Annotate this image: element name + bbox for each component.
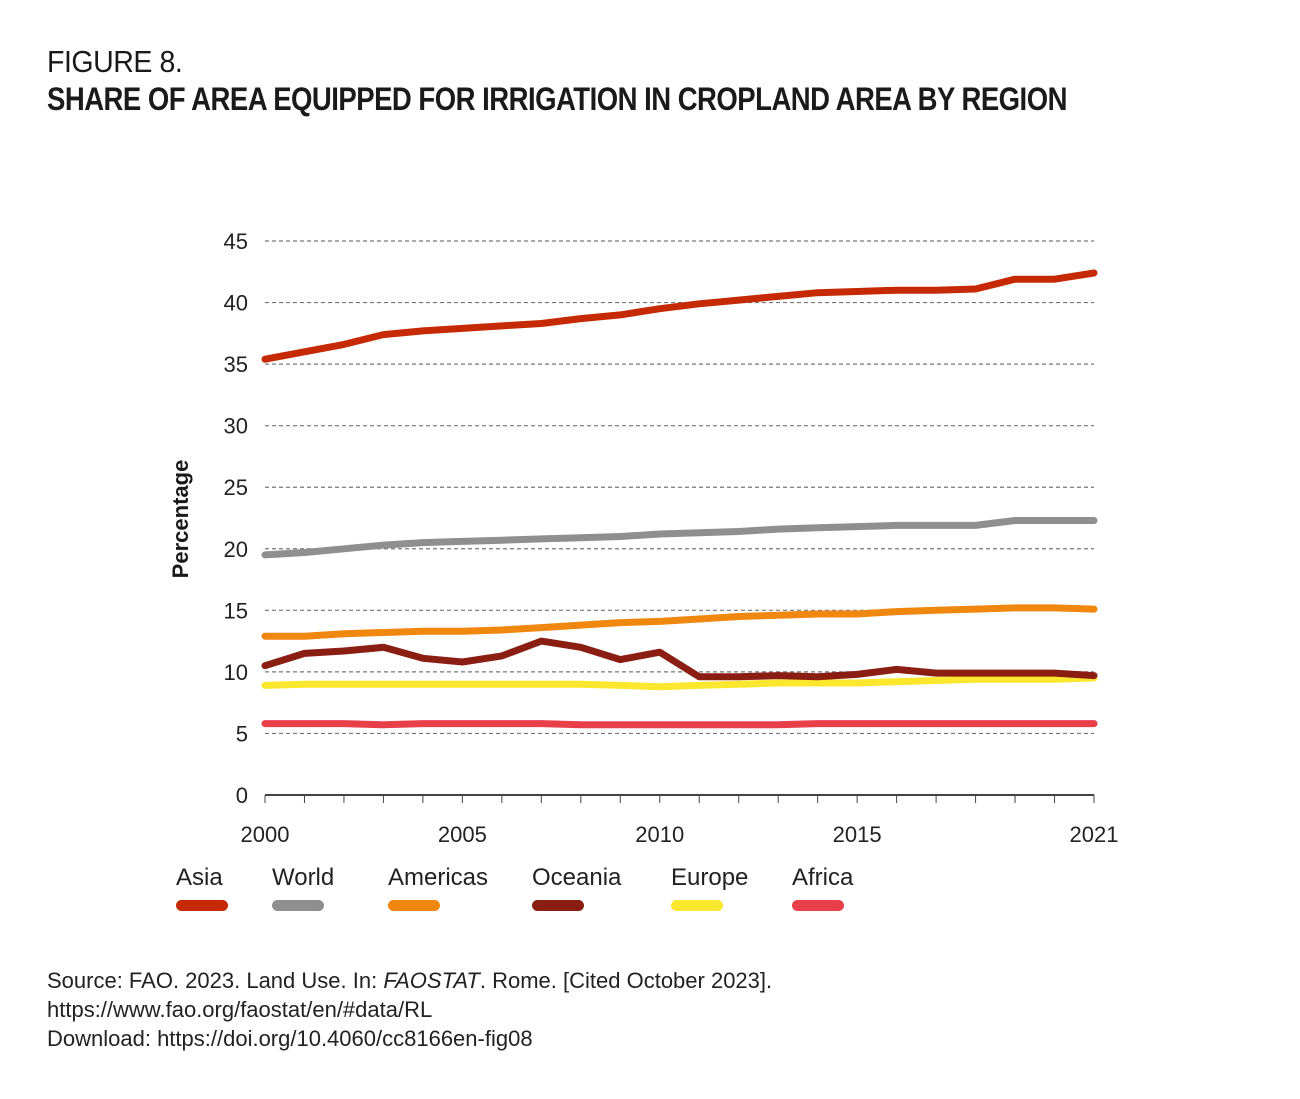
y-tick-label: 15 <box>224 598 248 623</box>
legend-swatch-world <box>272 900 324 911</box>
legend-label-africa: Africa <box>792 864 854 891</box>
legend-label-asia: Asia <box>176 864 223 891</box>
legend-swatch-americas <box>388 900 440 911</box>
series-line-world <box>261 517 1098 559</box>
legend-swatch-asia <box>176 900 228 911</box>
source-note: Source: FAO. 2023. Land Use. In: FAOSTAT… <box>47 966 772 1053</box>
y-tick-label: 30 <box>224 414 248 439</box>
source-url[interactable]: https://www.fao.org/faostat/en/#data/RL <box>47 997 433 1022</box>
legend-swatch-europe <box>671 900 723 911</box>
y-tick-label: 20 <box>224 537 248 562</box>
source-prefix: Source: FAO. 2023. Land Use. In: <box>47 968 384 993</box>
figure-title: SHARE OF AREA EQUIPPED FOR IRRIGATION IN… <box>47 81 1067 117</box>
x-tick-label: 2010 <box>635 822 684 847</box>
gridlines <box>265 240 1094 735</box>
y-tick-label: 35 <box>224 352 248 377</box>
legend-label-americas: Americas <box>388 864 488 891</box>
legend-label-oceania: Oceania <box>532 864 622 891</box>
download-link[interactable]: Download: https://doi.org/10.4060/cc8166… <box>47 1026 533 1051</box>
y-tick-label: 10 <box>224 660 248 685</box>
y-tick-label: 45 <box>224 229 248 254</box>
series-line-europe <box>261 674 1098 691</box>
y-tick-label: 0 <box>236 783 248 808</box>
x-tick-label: 2005 <box>438 822 487 847</box>
source-line-1: Source: FAO. 2023. Land Use. In: FAOSTAT… <box>47 966 772 995</box>
legend-label-world: World <box>272 864 334 891</box>
source-publication: FAOSTAT <box>383 968 480 993</box>
x-tick-label: 2000 <box>241 822 290 847</box>
y-axis-title: Percentage <box>168 460 193 579</box>
x-tick-label: 2015 <box>833 822 882 847</box>
y-tick-label: 25 <box>224 475 248 500</box>
x-axis: 2000 2005 2010 2015 2021 <box>241 794 1119 847</box>
y-tick-label: 40 <box>224 291 248 316</box>
y-tick-label: 5 <box>236 721 248 746</box>
series-line-africa <box>261 720 1098 729</box>
series-lines <box>261 269 1098 729</box>
legend-swatch-oceania <box>532 900 584 911</box>
series-line-americas <box>261 604 1098 640</box>
series-line-oceania <box>261 637 1098 681</box>
figure-label: FIGURE 8. <box>47 44 183 79</box>
legend: Asia World Americas Oceania Europe Africa <box>176 864 854 911</box>
series-line-asia <box>261 269 1098 363</box>
legend-label-europe: Europe <box>671 864 748 891</box>
legend-swatch-africa <box>792 900 844 911</box>
source-suffix: . Rome. [Cited October 2023]. <box>479 968 773 993</box>
y-axis-ticks: 0 5 10 15 20 25 30 35 40 45 <box>224 229 248 808</box>
x-tick-label: 2021 <box>1070 822 1119 847</box>
